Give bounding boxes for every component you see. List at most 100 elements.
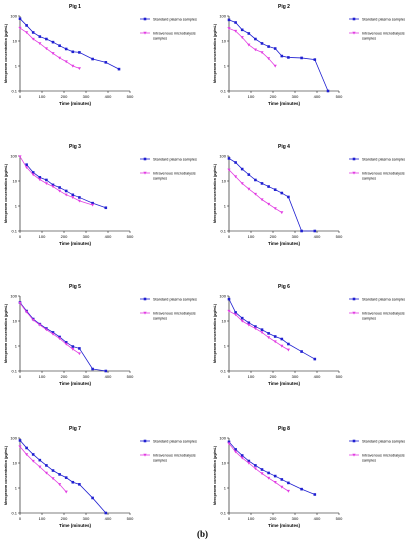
data-point — [18, 26, 22, 30]
data-point — [104, 206, 108, 210]
legend-label: Standard plasma samples — [153, 157, 197, 161]
data-point — [267, 336, 271, 340]
data-point — [18, 445, 22, 449]
data-point — [45, 178, 48, 182]
data-point — [300, 56, 303, 60]
data-point — [31, 459, 35, 463]
legend-marker — [143, 171, 147, 175]
y-axis-label: Meropenem concentration (µg/mL) — [4, 303, 8, 363]
chart-title: Pig 8 — [278, 426, 290, 432]
x-tick-label: 0 — [19, 516, 22, 521]
data-point — [287, 481, 290, 485]
data-point — [18, 301, 22, 305]
data-point — [253, 48, 257, 52]
data-point — [91, 201, 94, 205]
legend-marker — [352, 453, 356, 457]
data-point — [273, 474, 277, 478]
legend-marker — [352, 439, 356, 443]
data-point — [38, 35, 42, 38]
data-point — [58, 483, 62, 486]
data-point — [51, 185, 55, 189]
y-tick-label: 100 — [10, 435, 17, 440]
x-tick-label: 100 — [248, 516, 255, 521]
data-point — [25, 166, 29, 169]
data-point — [267, 332, 270, 335]
data-point — [300, 229, 303, 233]
data-point — [247, 43, 251, 47]
x-tick-label: 500 — [127, 374, 134, 379]
data-point — [77, 67, 81, 71]
data-point — [260, 468, 264, 471]
data-point — [38, 42, 42, 46]
data-point — [240, 454, 244, 457]
data-point — [273, 47, 277, 50]
y-axis-label: Meropenem concentration (µg/mL) — [213, 23, 217, 83]
legend-label: Intravenous microdialysis — [362, 311, 405, 315]
legend-marker — [352, 297, 356, 301]
legend-marker — [352, 17, 356, 21]
data-point — [240, 36, 244, 39]
data-point — [51, 52, 55, 55]
chart-pig-7: Pig 7 0 100 200 300 400 500 0.1 1 10 100 Time (minu… — [4, 426, 197, 528]
data-point — [44, 182, 48, 186]
y-axis-label: Meropenem concentration (µg/mL) — [213, 163, 217, 223]
legend-marker — [143, 311, 147, 315]
legend-label: Standard plasma samples — [153, 17, 197, 21]
x-tick-label: 0 — [228, 516, 231, 521]
data-point — [38, 465, 42, 469]
data-point — [280, 191, 284, 195]
data-point — [234, 450, 238, 454]
data-point — [280, 344, 284, 348]
y-tick-label: 100 — [219, 13, 226, 18]
data-point — [91, 367, 94, 371]
y-tick-label: 0.1 — [11, 368, 17, 373]
data-point — [260, 42, 264, 45]
y-tick-label: 10 — [13, 38, 18, 43]
data-point — [254, 37, 257, 41]
x-axis-label: Time (minutes) — [268, 241, 300, 246]
data-point — [286, 348, 290, 352]
x-tick-label: 200 — [270, 234, 277, 239]
data-point — [104, 61, 108, 64]
data-point — [254, 178, 257, 182]
data-point — [267, 57, 271, 61]
data-point — [44, 47, 48, 51]
chart-title: Pig 4 — [278, 144, 290, 150]
data-point — [78, 347, 81, 350]
data-point — [58, 189, 62, 193]
x-tick-label: 200 — [61, 374, 68, 379]
data-point — [287, 195, 290, 199]
data-point — [64, 193, 68, 197]
data-point — [31, 173, 35, 177]
data-point — [273, 335, 277, 338]
data-point — [227, 309, 231, 313]
data-point — [44, 328, 48, 332]
chart-pig-6: Pig 6 0 100 200 300 400 500 0.1 1 10 100 Time (minu… — [213, 284, 405, 386]
data-point — [326, 89, 330, 93]
data-point — [247, 459, 251, 463]
x-tick-label: 200 — [61, 94, 68, 99]
data-point — [260, 328, 264, 331]
y-tick-label: 10 — [222, 460, 227, 465]
data-point — [227, 27, 231, 30]
y-tick-label: 100 — [219, 435, 226, 440]
y-tick-label: 10 — [222, 178, 227, 183]
y-tick-label: 10 — [13, 178, 18, 183]
data-point — [313, 58, 317, 61]
legend-marker — [352, 171, 356, 175]
data-point — [18, 155, 22, 159]
legend-label: samples — [153, 458, 167, 462]
y-tick-label: 100 — [10, 13, 17, 18]
series-line — [228, 310, 289, 351]
x-tick-label: 500 — [127, 516, 134, 521]
chart-title: Pig 2 — [278, 4, 290, 10]
y-tick-label: 1 — [15, 485, 18, 490]
data-point — [280, 478, 284, 481]
data-point — [64, 47, 68, 51]
legend-label: Standard plasma samples — [362, 157, 405, 161]
data-point — [51, 183, 55, 187]
data-point — [227, 168, 231, 172]
data-point — [240, 28, 244, 32]
data-point — [31, 31, 35, 34]
data-point — [227, 157, 231, 160]
